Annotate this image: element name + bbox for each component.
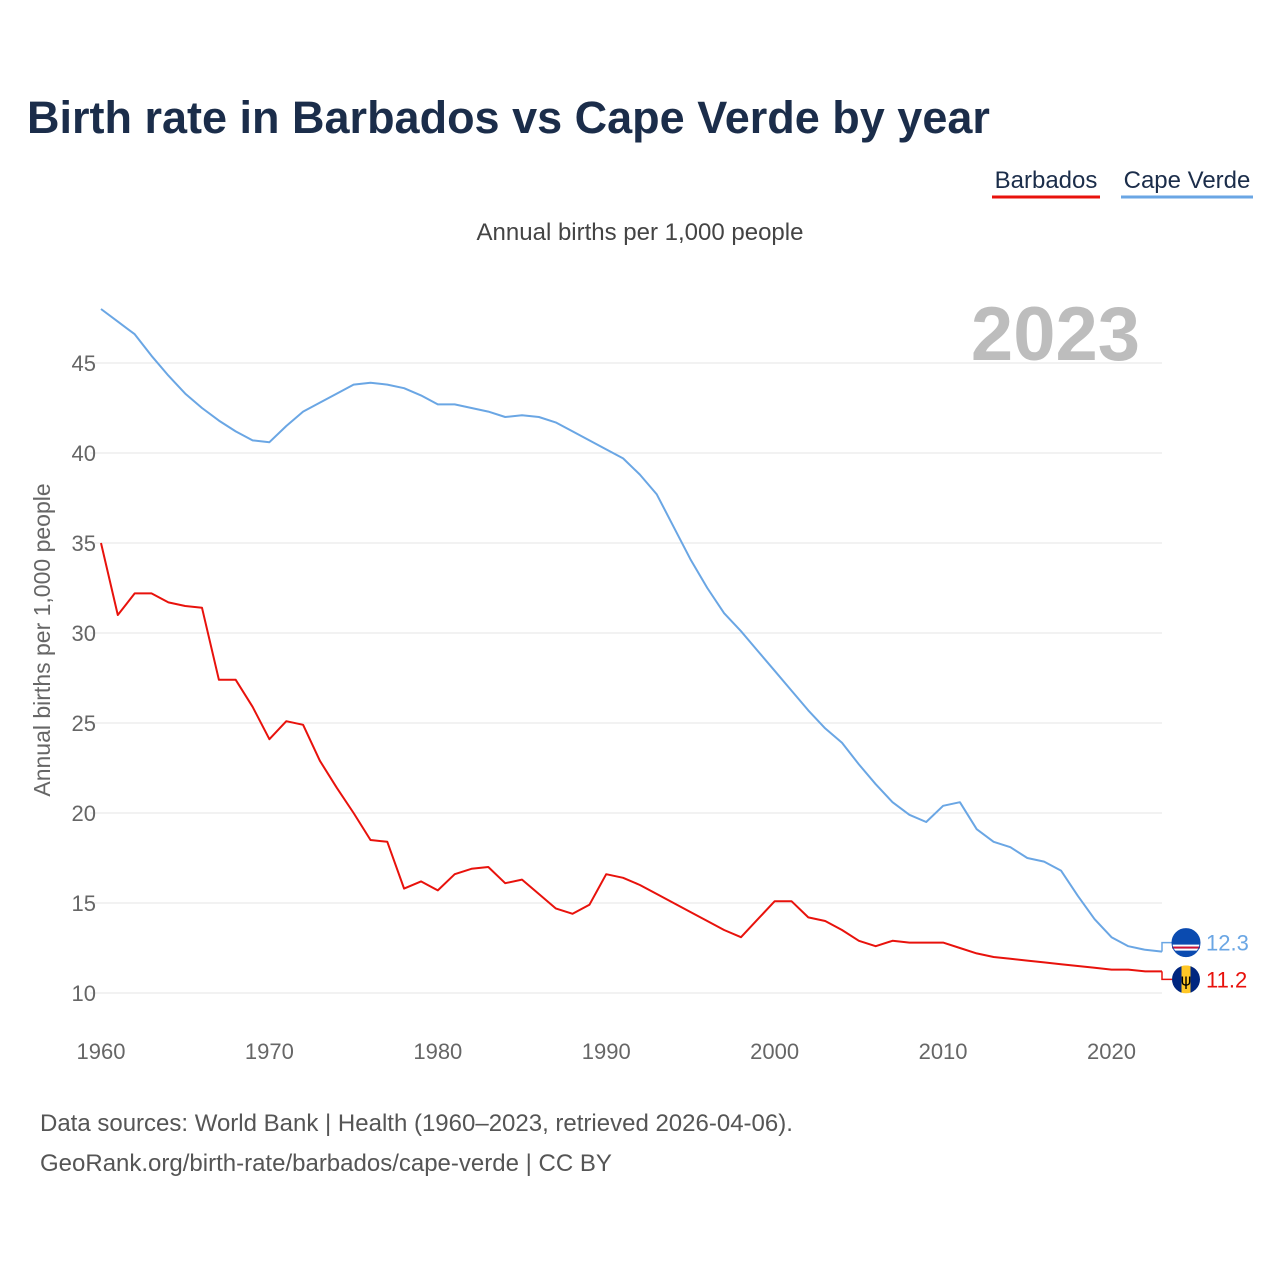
source-line-1: Data sources: World Bank | Health (1960–…	[40, 1110, 793, 1137]
cape-verde-end-value: 12.3	[1206, 931, 1249, 956]
legend-cape-verde[interactable]: Cape Verde	[1124, 167, 1251, 194]
y-tick-label: 10	[72, 981, 96, 1006]
chart-subtitle: Annual births per 1,000 people	[477, 219, 804, 246]
x-tick-label: 2010	[919, 1039, 968, 1064]
y-axis-ticks: 10 15 20 25 30 35 40 45	[72, 351, 96, 1006]
y-tick-label: 30	[72, 621, 96, 646]
gridlines	[90, 362, 1162, 994]
y-tick-label: 25	[72, 711, 96, 736]
x-tick-label: 1970	[245, 1039, 294, 1064]
x-tick-label: 1980	[413, 1039, 462, 1064]
x-tick-label: 1960	[77, 1039, 126, 1064]
y-tick-label: 20	[72, 801, 96, 826]
end-markers: ψ 12.3 11.2	[1171, 928, 1249, 994]
legend-barbados[interactable]: Barbados	[995, 167, 1098, 194]
y-tick-label: 35	[72, 531, 96, 556]
svg-text:ψ: ψ	[1181, 970, 1192, 989]
cape-verde-line[interactable]	[100, 308, 1163, 953]
series-lines	[100, 308, 1172, 981]
barbados-connector	[1161, 971, 1172, 981]
legend: Barbados Cape Verde	[992, 167, 1253, 199]
y-axis-label: Annual births per 1,000 people	[29, 483, 55, 796]
x-tick-label: 2020	[1087, 1039, 1136, 1064]
x-tick-label: 2000	[750, 1039, 799, 1064]
x-axis-ticks: 1960 1970 1980 1990 2000 2010 2020	[77, 1039, 1136, 1064]
chart-title: Birth rate in Barbados vs Cape Verde by …	[27, 92, 990, 143]
barbados-flag-icon: ψ	[1172, 965, 1200, 994]
barbados-line[interactable]	[100, 542, 1162, 973]
source-line-2[interactable]: GeoRank.org/birth-rate/barbados/cape-ver…	[40, 1150, 612, 1177]
x-tick-label: 1990	[582, 1039, 631, 1064]
barbados-end-value: 11.2	[1206, 967, 1247, 992]
cape-verde-connector	[1161, 941, 1172, 952]
y-tick-label: 40	[72, 441, 96, 466]
cape-verde-flag-icon	[1171, 928, 1201, 958]
current-year-label: 2023	[971, 292, 1140, 377]
y-tick-label: 45	[72, 351, 96, 376]
y-tick-label: 15	[72, 891, 96, 916]
